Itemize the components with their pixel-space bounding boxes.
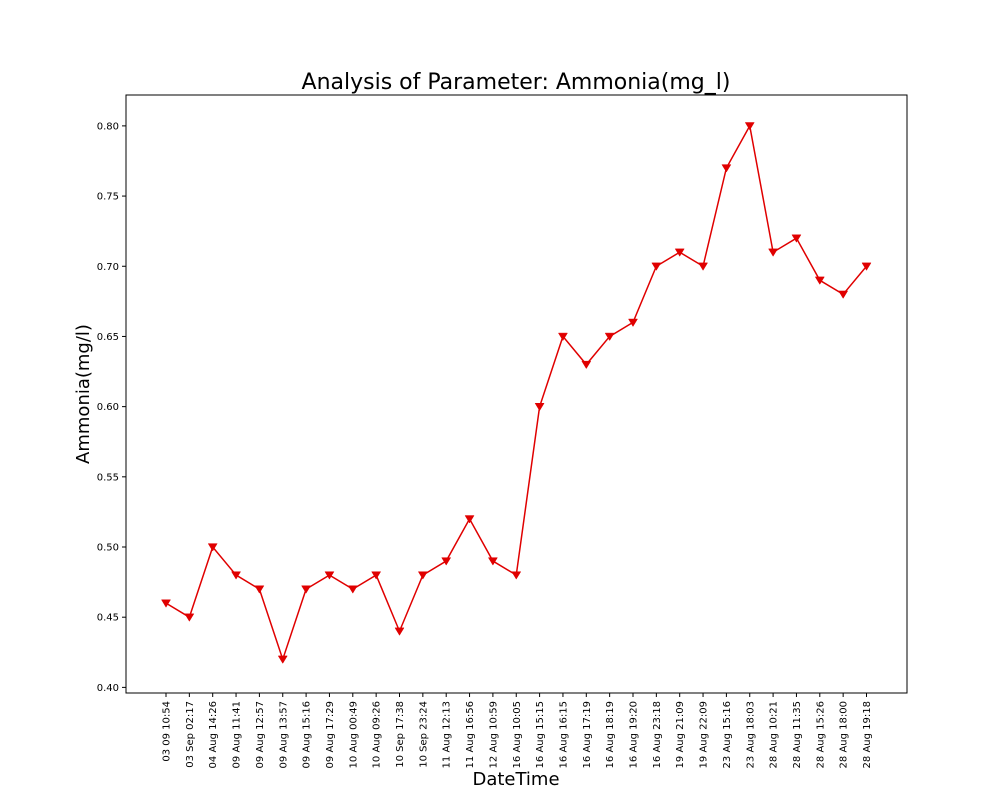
x-axis-label: DateTime	[472, 769, 559, 790]
x-tick-label: 16 Aug 16:15	[558, 701, 569, 768]
y-tick-label: 0.80	[97, 121, 119, 132]
x-tick-label: 12 Aug 10:59	[488, 701, 499, 768]
x-tick-label: 16 Aug 23:18	[652, 701, 663, 768]
data-point	[231, 571, 241, 580]
data-point	[207, 543, 218, 552]
x-tick-label: 16 Aug 17:19	[582, 701, 593, 768]
y-tick-label: 0.75	[97, 192, 119, 203]
data-point	[324, 571, 335, 580]
x-tick-label: 09 Aug 17:29	[325, 701, 336, 768]
data-point	[581, 360, 592, 370]
x-tick-label: 10 Aug 00:49	[348, 701, 359, 768]
x-tick-label: 11 Aug 16:56	[465, 701, 476, 768]
data-point	[791, 234, 802, 243]
x-tick-label: 23 Aug 18:03	[745, 701, 756, 768]
x-tick-label: 19 Aug 22:09	[699, 701, 710, 768]
data-point	[184, 613, 195, 622]
x-tick-label: 16 Aug 10:05	[512, 701, 523, 768]
data-point	[277, 655, 288, 664]
data-point	[861, 262, 872, 271]
x-tick-label: 28 Aug 18:00	[839, 701, 850, 768]
data-point	[698, 262, 708, 271]
data-point	[721, 164, 732, 173]
y-tick-label: 0.70	[97, 262, 119, 273]
y-axis: 0.40 0.45 0.50 0.55 0.60 0.65 0.70 0.75 0.80	[97, 121, 126, 694]
y-tick-label: 0.60	[97, 402, 119, 413]
y-tick-label: 0.55	[97, 472, 119, 483]
data-point	[744, 122, 755, 131]
data-point	[464, 515, 475, 524]
y-axis-label: Ammonia(mg/l)	[73, 324, 94, 464]
data-point	[347, 585, 358, 594]
x-tick-label: 04 Aug 14:26	[208, 701, 219, 768]
data-point	[768, 248, 779, 257]
y-tick-label: 0.45	[97, 613, 119, 624]
y-tick-label: 0.40	[97, 683, 119, 694]
data-point	[511, 571, 522, 580]
data-point	[628, 318, 638, 327]
x-tick-label: 10 Sep 23:24	[418, 701, 429, 768]
data-point	[254, 585, 265, 594]
data-point	[441, 557, 452, 566]
x-tick-label: 09 Aug 15:16	[302, 701, 313, 768]
x-tick-label: 28 Aug 15:26	[815, 701, 826, 768]
data-point	[301, 585, 312, 594]
x-tick-label: 03 Sep 02:17	[185, 701, 196, 768]
data-point	[604, 332, 615, 341]
data-point	[534, 403, 545, 412]
data-point	[838, 290, 849, 299]
x-tick-label: 16 Aug 19:20	[629, 701, 640, 768]
series-layer	[161, 122, 872, 664]
x-tick-label: 28 Aug 11:35	[792, 701, 803, 768]
x-axis: 03 09 10:54 03 Sep 02:17 04 Aug 14:26 09 Au…	[162, 693, 873, 768]
x-tick-label: 10 Sep 17:38	[395, 701, 406, 768]
x-tick-label: 11 Aug 12:13	[442, 701, 453, 768]
data-point	[394, 627, 405, 636]
x-tick-label: 23 Aug 15:16	[722, 701, 733, 768]
data-point	[558, 332, 568, 341]
x-tick-label: 09 Aug 12:57	[255, 701, 266, 768]
data-point	[371, 571, 382, 580]
data-point	[651, 262, 662, 271]
x-tick-label: 28 Aug 10:21	[769, 701, 780, 768]
data-point	[674, 248, 685, 257]
x-tick-label: 28 Aug 19:18	[862, 701, 873, 768]
y-tick-label: 0.50	[97, 543, 119, 554]
x-tick-label: 19 Aug 21:09	[675, 701, 686, 768]
x-tick-label: 16 Aug 18:19	[605, 701, 616, 768]
plot-area	[125, 94, 908, 694]
x-tick-label: 09 Aug 11:41	[232, 701, 243, 768]
y-tick-label: 0.65	[97, 332, 119, 343]
data-point	[161, 599, 171, 608]
chart-title: Analysis of Parameter: Ammonia(mg_l)	[302, 70, 731, 95]
data-point	[417, 571, 428, 580]
x-tick-label: 03 09 10:54	[162, 701, 173, 762]
x-tick-label: 16 Aug 15:15	[535, 701, 546, 768]
x-tick-label: 09 Aug 13:57	[278, 701, 289, 768]
data-point	[487, 557, 498, 566]
data-point	[814, 276, 825, 285]
x-tick-label: 10 Aug 09:26	[372, 701, 383, 768]
